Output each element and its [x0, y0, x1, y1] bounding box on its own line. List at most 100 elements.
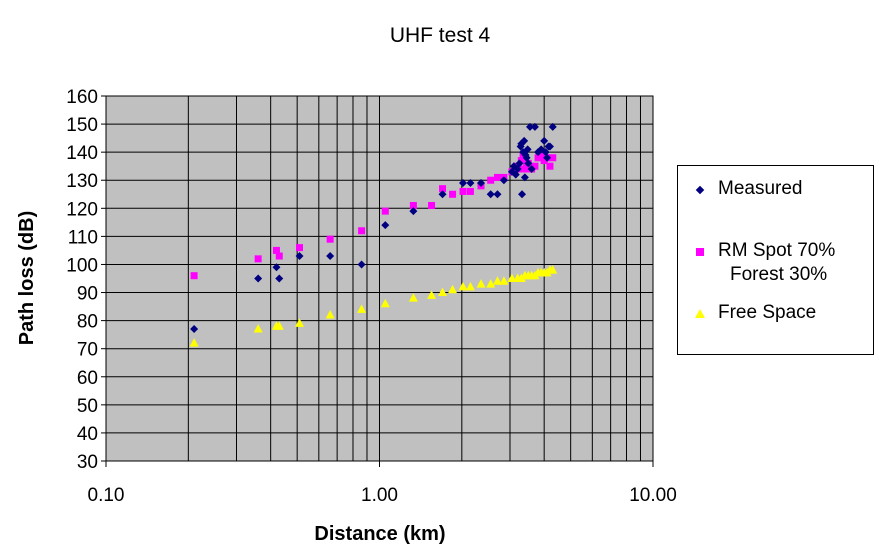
- data-point-diamond: [272, 263, 281, 272]
- data-point-square: [449, 190, 457, 198]
- y-tick-label: 120: [66, 199, 98, 220]
- data-point-square: [275, 252, 283, 260]
- y-tick-label: 160: [66, 87, 98, 108]
- data-point-diamond: [518, 190, 527, 199]
- x-tick-label: 10.00: [629, 485, 677, 506]
- data-point-triangle: [380, 298, 390, 308]
- data-point-square: [190, 272, 198, 280]
- data-point-triangle: [486, 279, 496, 288]
- data-point-triangle: [274, 321, 284, 330]
- data-point-square: [409, 202, 417, 209]
- data-point-square: [546, 162, 554, 170]
- data-point-triangle: [448, 284, 458, 294]
- data-point-diamond: [545, 142, 554, 151]
- gridlines: [106, 96, 653, 461]
- data-point-triangle: [465, 281, 475, 291]
- triangle-marker-icon: [695, 309, 705, 318]
- data-point-diamond: [523, 145, 532, 154]
- data-point-diamond: [476, 179, 485, 188]
- data-point-diamond: [493, 190, 502, 199]
- legend-label: Free Space: [718, 302, 817, 323]
- data-point-square: [531, 162, 539, 170]
- legend: Measured RM Spot 70% Forest 30% Free Spa…: [677, 165, 874, 355]
- data-point-diamond: [499, 176, 508, 185]
- data-point-diamond: [525, 122, 534, 131]
- data-point-diamond: [357, 260, 366, 269]
- data-point-diamond: [295, 252, 304, 261]
- y-tick-label: 80: [77, 312, 98, 333]
- x-axis: 0.10 1.00 10.00: [88, 460, 677, 506]
- data-point-square: [358, 227, 366, 235]
- data-point-square: [381, 207, 389, 215]
- data-point-diamond: [540, 136, 549, 145]
- square-marker-icon: [696, 248, 704, 256]
- data-point-triangle: [492, 276, 502, 285]
- data-point-square: [537, 151, 545, 159]
- data-point-triangle: [438, 287, 448, 297]
- data-point-diamond: [520, 136, 529, 145]
- x-tick-label: 1.00: [361, 485, 398, 506]
- data-point-square: [487, 176, 495, 184]
- data-point-diamond: [254, 274, 263, 283]
- data-point-square: [326, 235, 334, 243]
- y-tick-label: 130: [66, 171, 98, 192]
- data-point-square: [459, 187, 467, 195]
- data-point-square: [549, 154, 557, 162]
- data-point-triangle: [253, 324, 263, 333]
- data-point-diamond: [515, 159, 524, 168]
- data-point-diamond: [466, 179, 475, 188]
- data-point-diamond: [381, 221, 390, 230]
- data-point-triangle: [295, 318, 305, 327]
- data-point-triangle: [325, 310, 335, 319]
- y-tick-label: 70: [77, 340, 98, 361]
- data-point-diamond: [520, 173, 529, 182]
- data-point-diamond: [541, 148, 550, 157]
- data-point-diamond: [275, 274, 284, 283]
- data-point-square: [296, 244, 304, 252]
- data-point-triangle: [458, 281, 468, 291]
- y-tick-label: 150: [66, 115, 98, 136]
- data-point-triangle: [499, 276, 509, 285]
- data-point-diamond: [486, 190, 495, 199]
- data-point-diamond: [190, 325, 199, 334]
- data-point-square: [493, 173, 501, 181]
- y-tick-label: 140: [66, 143, 98, 164]
- data-point-diamond: [527, 165, 536, 173]
- y-tick-label: 60: [77, 368, 98, 389]
- data-point-diamond: [326, 252, 335, 261]
- data-point-diamond: [548, 122, 557, 131]
- data-point-square: [466, 187, 474, 195]
- y-tick-label: 50: [77, 396, 98, 417]
- data-point-triangle: [476, 279, 486, 288]
- data-points: [189, 122, 558, 347]
- data-point-triangle: [548, 265, 558, 274]
- data-point-triangle: [507, 273, 517, 282]
- data-point-triangle: [427, 290, 437, 299]
- data-point-diamond: [543, 153, 552, 162]
- data-point-square: [439, 185, 447, 193]
- data-point-square: [517, 157, 525, 165]
- data-point-square: [272, 246, 280, 254]
- x-tick-label: 0.10: [88, 485, 125, 506]
- y-axis: 30 40 50 60 70 80 90 100 110 120 130 140 150 160: [66, 87, 106, 473]
- y-tick-label: 100: [66, 255, 98, 276]
- data-point-triangle: [357, 304, 367, 313]
- legend-label-line2: Forest 30%: [730, 264, 828, 285]
- y-tick-label: 40: [77, 424, 98, 445]
- y-tick-label: 30: [77, 452, 98, 473]
- data-point-triangle: [189, 338, 199, 347]
- chart-title: UHF test 4: [390, 24, 491, 47]
- legend-label: Measured: [718, 178, 803, 199]
- data-point-square: [254, 255, 262, 263]
- legend-label: RM Spot 70%: [718, 240, 836, 261]
- data-point-diamond: [459, 179, 468, 188]
- data-point-diamond: [438, 190, 447, 199]
- data-point-diamond: [524, 159, 533, 168]
- x-axis-label: Distance (km): [314, 523, 445, 545]
- data-point-square: [428, 202, 436, 209]
- data-point-triangle: [408, 293, 418, 302]
- data-point-diamond: [409, 207, 418, 216]
- data-point-diamond: [530, 122, 539, 131]
- data-point-square: [521, 165, 529, 173]
